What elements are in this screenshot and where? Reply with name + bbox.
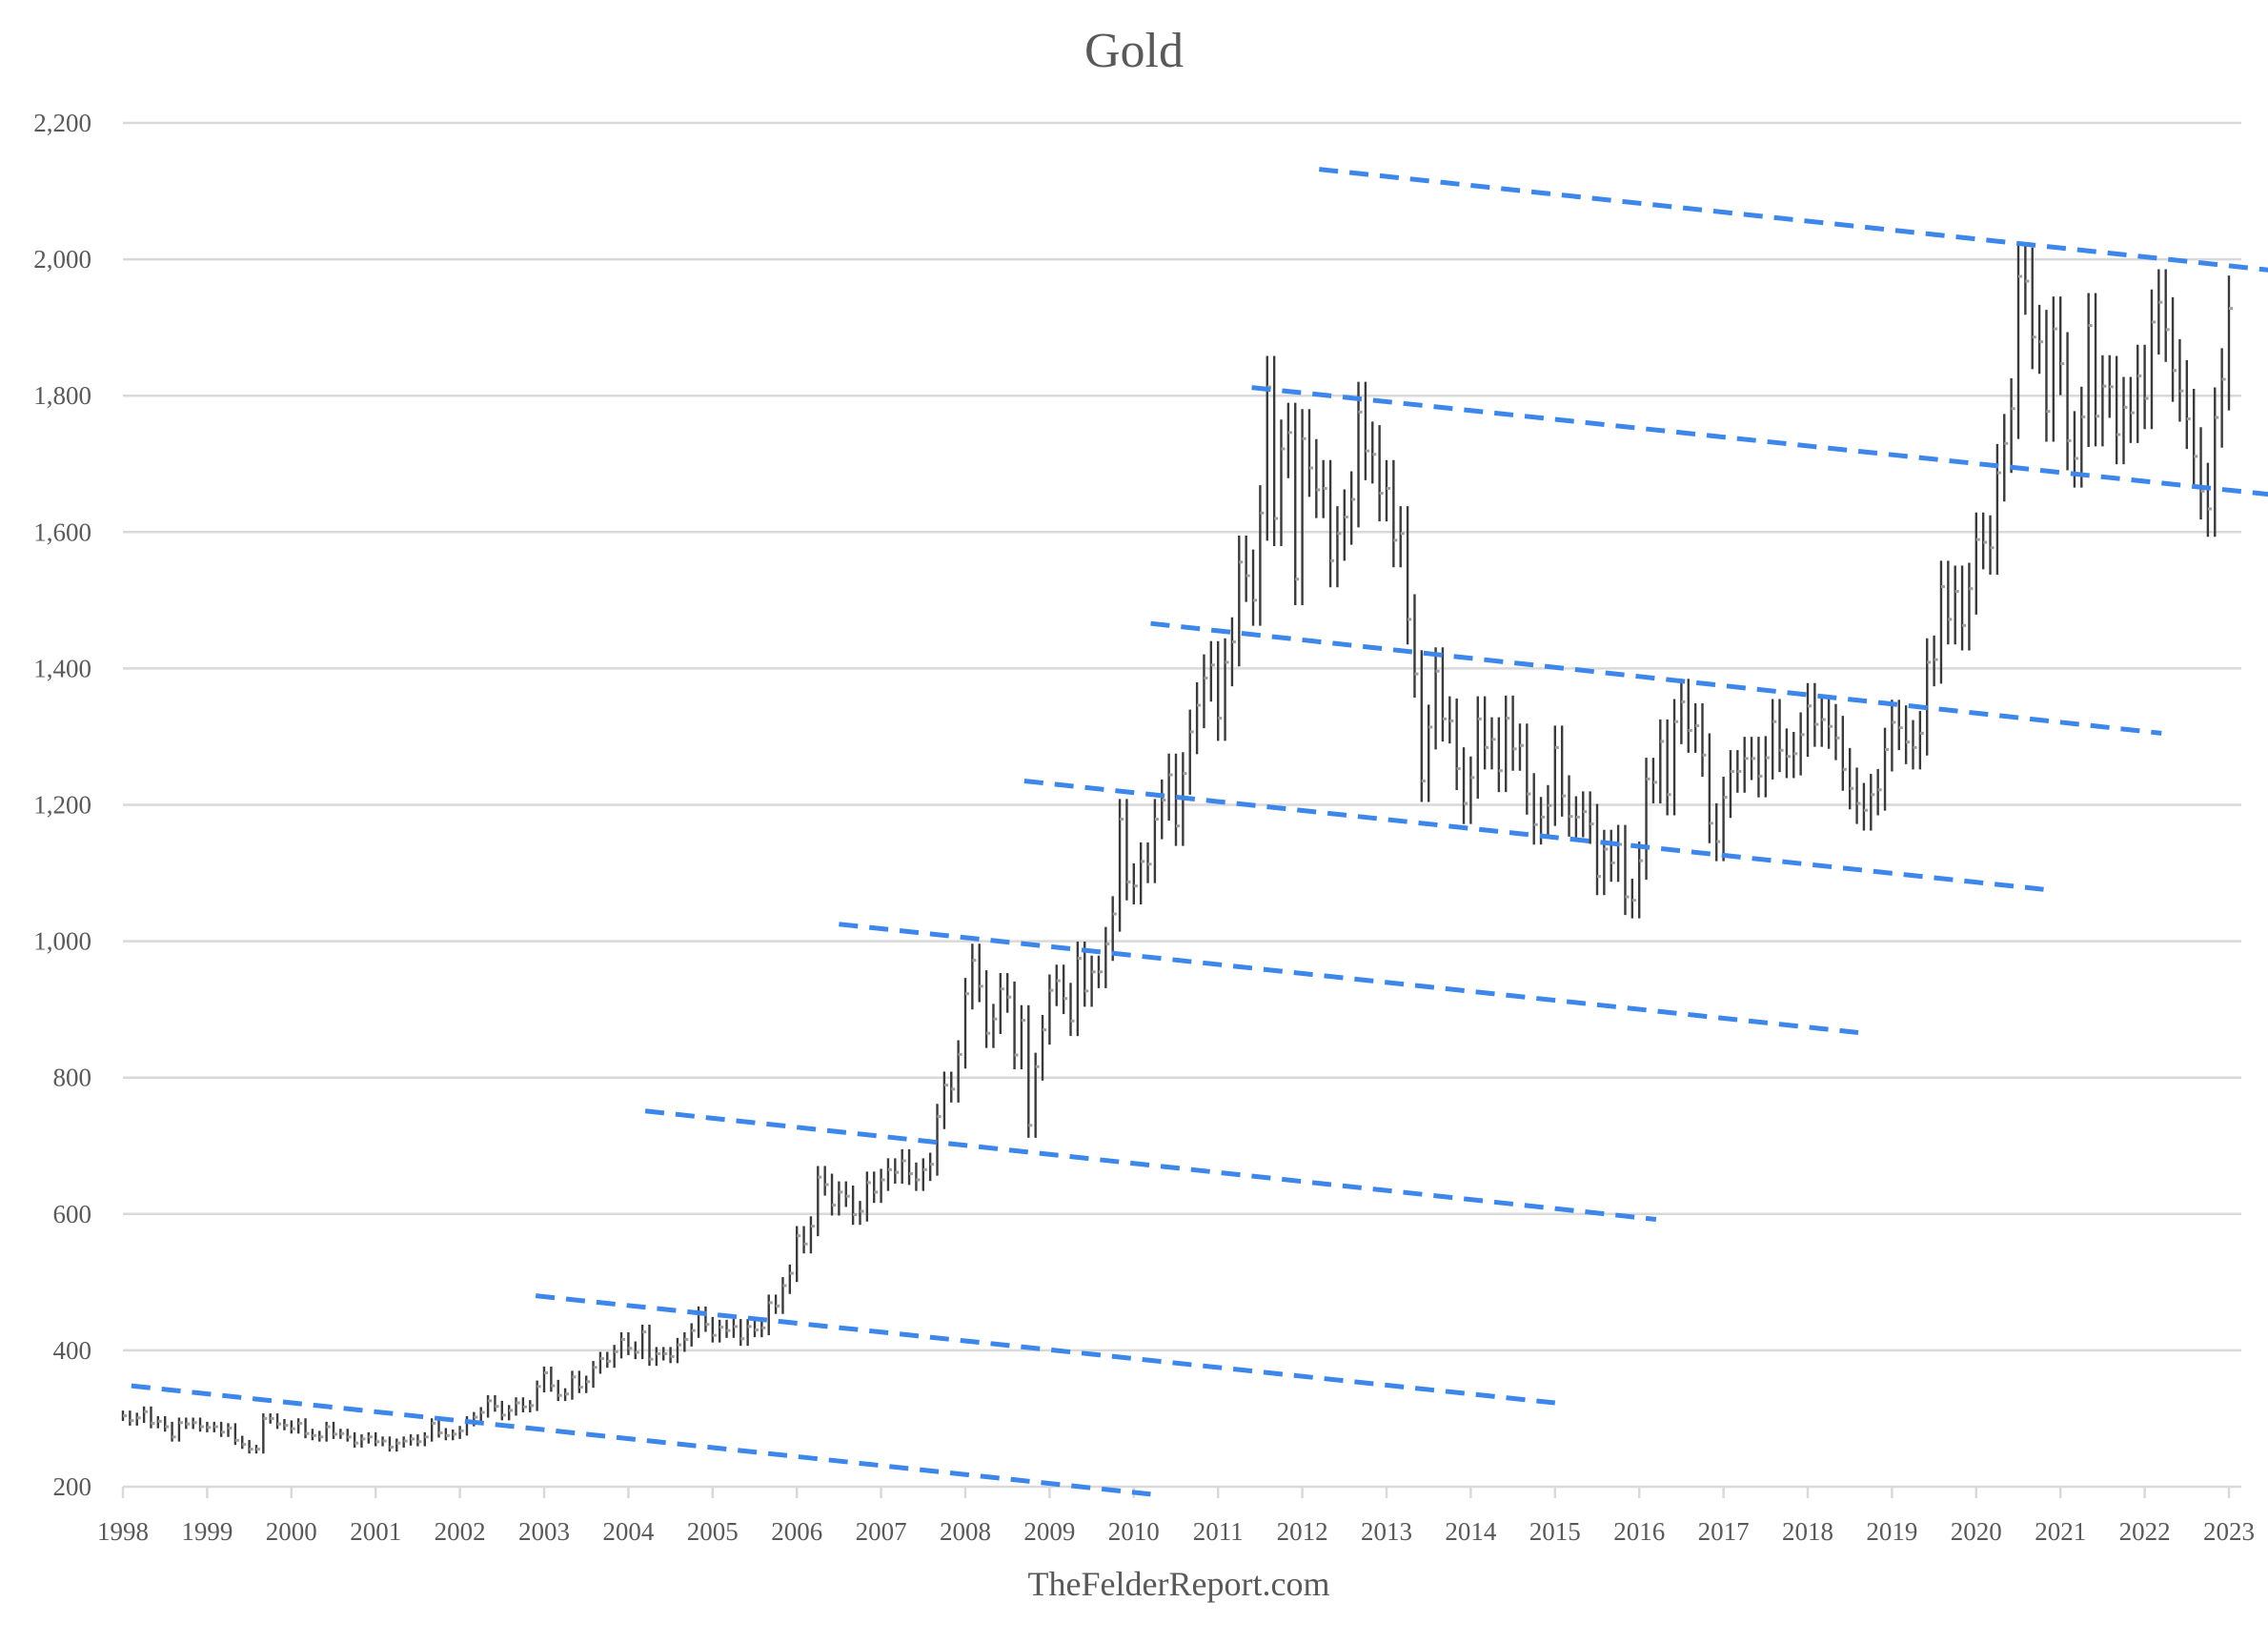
x-tick-label: 2005 (687, 1517, 739, 1546)
price-bars (121, 242, 2233, 1454)
y-tick-label: 1,400 (33, 654, 91, 682)
x-tick-label: 2000 (266, 1517, 317, 1546)
x-tick-label: 2017 (1698, 1517, 1750, 1546)
y-tick-label: 1,800 (33, 381, 91, 410)
y-tick-label: 200 (53, 1472, 92, 1501)
x-tick-label: 2011 (1193, 1517, 1244, 1546)
trendline (644, 1108, 1657, 1223)
y-tick-label: 800 (53, 1064, 92, 1092)
trendline (1319, 167, 2268, 273)
chart-title: Gold (1084, 24, 1184, 78)
x-tick-label: 2013 (1361, 1517, 1412, 1546)
x-tick-label: 2003 (518, 1517, 570, 1546)
trendline (1023, 778, 2044, 892)
x-tick-label: 2008 (940, 1517, 991, 1546)
trendline (1150, 620, 2162, 736)
y-axis-ticks: 200 400 600 800 1,000 1,200 1,400 1,600 1,800 2,0… (33, 109, 91, 1501)
x-tick-label: 2023 (2203, 1517, 2255, 1546)
x-tick-label: 2001 (350, 1517, 401, 1546)
x-tick-label: 2019 (1866, 1517, 1917, 1546)
footer-source: TheFelderReport.com (1028, 1565, 1330, 1603)
x-tick-label: 2015 (1529, 1517, 1581, 1546)
x-tick-label: 2006 (771, 1517, 822, 1546)
y-tick-label: 1,600 (33, 517, 91, 546)
x-tick-label: 2010 (1108, 1517, 1160, 1546)
x-tick-label: 2016 (1613, 1517, 1665, 1546)
trendline (839, 922, 1859, 1035)
x-tick-label: 1999 (181, 1517, 233, 1546)
x-tick-label: 2009 (1023, 1517, 1075, 1546)
y-tick-label: 2,000 (33, 245, 91, 274)
x-tick-label: 2022 (2119, 1517, 2171, 1546)
x-axis: 1998 1999 2000 2001 2002 2003 2004 2005 2006 2007… (97, 1487, 2255, 1546)
x-tick-label: 1998 (97, 1517, 149, 1546)
x-tick-label: 2004 (602, 1517, 655, 1546)
y-tick-label: 600 (53, 1200, 92, 1228)
trendlines (131, 167, 2268, 1497)
trendline (1251, 385, 2268, 497)
trendline (535, 1293, 1556, 1406)
trendline (131, 1383, 1151, 1497)
x-tick-label: 2012 (1277, 1517, 1328, 1546)
y-tick-label: 2,200 (33, 109, 91, 137)
x-tick-label: 2018 (1782, 1517, 1833, 1546)
y-tick-label: 1,000 (33, 927, 91, 956)
x-tick-label: 2021 (2035, 1517, 2086, 1546)
y-tick-label: 1,200 (33, 791, 91, 820)
x-tick-label: 2014 (1445, 1517, 1497, 1546)
x-tick-label: 2002 (435, 1517, 486, 1546)
x-tick-label: 2007 (856, 1517, 907, 1546)
y-tick-label: 400 (53, 1336, 92, 1365)
x-tick-label: 2020 (1951, 1517, 2002, 1546)
